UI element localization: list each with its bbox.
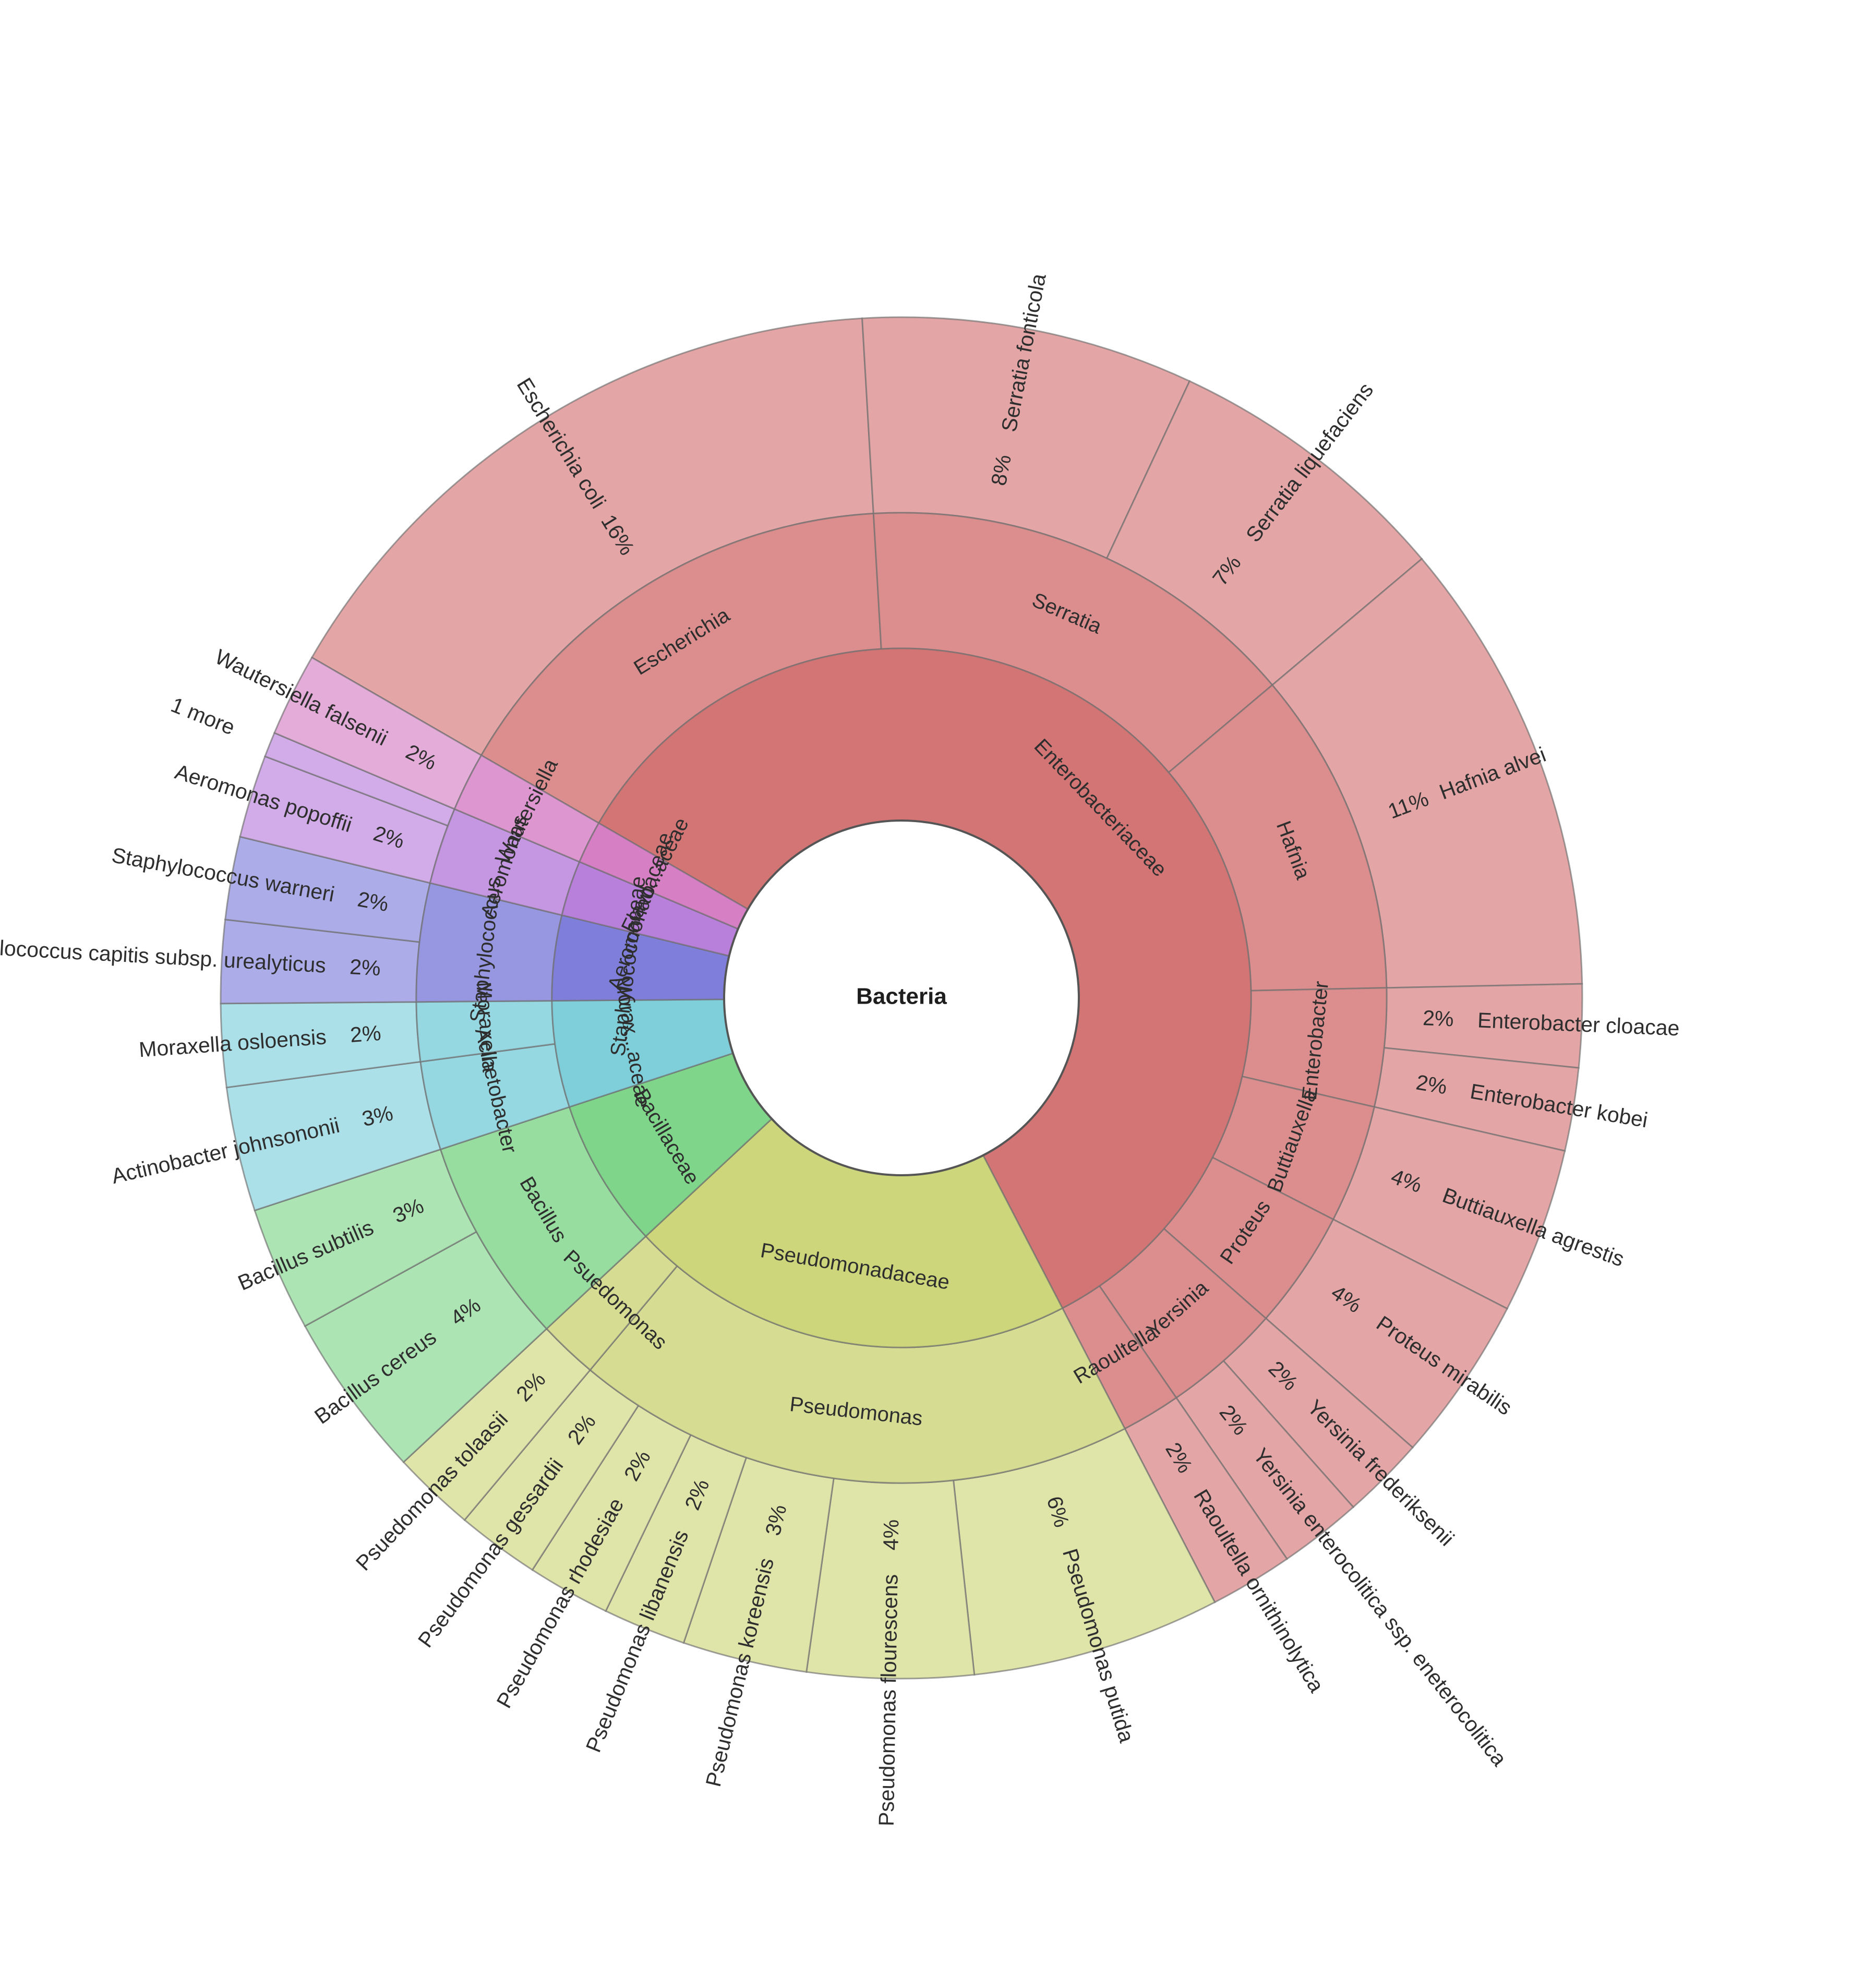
species-label-pseudomonas-flourescens: Pseudomonas flourescens	[874, 1574, 903, 1826]
species-percent-enterobacter-cloacae: 2%	[1422, 1006, 1454, 1031]
species-percent-serratia-fonticola: 8%	[987, 453, 1016, 488]
root-circle[interactable]	[723, 819, 1080, 1176]
species-label-1-more: 1 more	[167, 693, 238, 740]
species-percent-pseudomonas-flourescens: 4%	[879, 1519, 903, 1550]
root-label: Bacteria	[856, 984, 947, 1009]
species-label-yersinia-enterocolitica-ssp-eneterocolitica: Yersinia enterocolitica ssp. eneterocoli…	[1248, 1443, 1511, 1770]
species-percent-enterobacter-kobei: 2%	[1414, 1070, 1449, 1099]
species-percent-moraxella-osloensis: 2%	[350, 1021, 382, 1047]
species-percent-staphylococcus-capitis-subsp-urealyticus: 2%	[349, 955, 381, 980]
species-percent-staphylococcus-warneri: 2%	[356, 887, 390, 916]
